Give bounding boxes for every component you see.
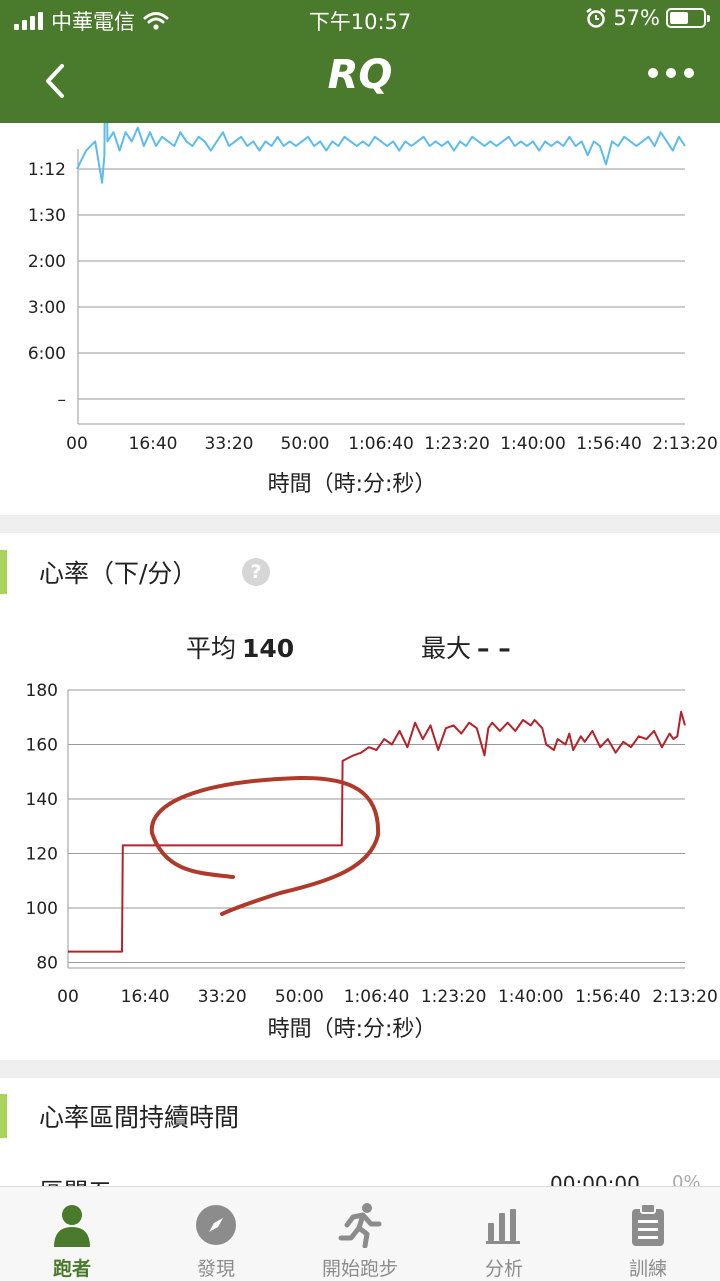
x-tick-label: 1:40:00 [498, 987, 564, 1007]
alarm-icon [586, 8, 607, 28]
bar-chart-icon [480, 1201, 528, 1248]
x-tick-label: 1:23:20 [424, 434, 490, 454]
y-tick-label: 6:00 [28, 344, 66, 364]
x-tick-label: 2:13:20 [652, 987, 718, 1007]
chevron-left-icon[interactable] [30, 56, 80, 106]
y-tick-label: 3:00 [28, 298, 66, 318]
hr-zone-card: 心率區間持續時間 區間五 00:00:00 0% [0, 1078, 720, 1198]
heart-rate-card: 心率（下/分） ? 平均 140 最大 – – 180 160 140 120 100 80 0… [0, 533, 720, 1060]
x-tick-label: 16:40 [121, 987, 170, 1007]
y-tick-label: 80 [36, 954, 58, 974]
x-tick-label: 16:40 [129, 434, 178, 454]
x-tick-label: 1:23:20 [421, 987, 487, 1007]
hr-max: 最大 – – [421, 629, 511, 665]
section-accent-bar [0, 1094, 7, 1138]
x-tick-label: 1:56:40 [575, 987, 641, 1007]
x-tick-label: 00 [66, 434, 88, 454]
page-title: RQ [327, 52, 393, 98]
running-man-icon [336, 1201, 384, 1248]
x-tick-label: 1:06:40 [348, 434, 414, 454]
clipboard-icon [624, 1201, 672, 1248]
heart-rate-header: 心率（下/分） [0, 550, 197, 594]
hr-max-label: 最大 [421, 634, 472, 663]
x-tick-label: 33:20 [205, 434, 254, 454]
hr-series-line [68, 710, 686, 953]
status-bar: 中華電信 下午10:57 57% [0, 0, 720, 38]
x-tick-label: 00 [57, 987, 79, 1007]
x-axis-title: 時間（時:分:秒） [268, 1017, 437, 1042]
hr-max-value: – – [477, 634, 511, 663]
hr-average-value: 140 [242, 634, 295, 663]
battery-percent: 57% [613, 6, 660, 30]
cellular-signal-icon [14, 12, 43, 30]
wifi-icon [143, 12, 169, 30]
tab-label: 分析 [484, 1258, 523, 1280]
tab-label: 發現 [196, 1258, 235, 1280]
pace-chart: 1:12 1:30 2:00 3:00 6:00 – 00 16:40 33:20 50:00 1:… [28, 0, 718, 497]
compass-icon [192, 1201, 240, 1248]
tab-start-run[interactable]: 開始跑步 [288, 1187, 432, 1281]
tab-label: 訓練 [628, 1258, 667, 1280]
runner-profile-icon [48, 1201, 96, 1248]
x-tick-label: 50:00 [281, 434, 330, 454]
section-accent-bar [0, 550, 7, 594]
x-tick-label: 1:40:00 [500, 434, 566, 454]
pace-chart-card: 1:12 1:30 2:00 3:00 6:00 – 00 16:40 33:20 50:00 1:… [0, 0, 720, 515]
x-axis-title: 時間（時:分:秒） [268, 472, 437, 497]
hr-average: 平均 140 [186, 629, 294, 665]
tab-bar: 跑者 發現 開始跑步 分析 訓練 [0, 1186, 720, 1281]
x-tick-label: 1:56:40 [576, 434, 642, 454]
heart-rate-chart: 180 160 140 120 100 80 00 16:40 33:20 50:00 1:06:4… [26, 681, 718, 1042]
tab-label: 跑者 [52, 1258, 91, 1280]
status-time: 下午10:57 [308, 10, 412, 34]
y-tick-label: 180 [26, 681, 58, 701]
hr-zone-header: 心率區間持續時間 [0, 1094, 239, 1138]
y-tick-label: 1:30 [28, 206, 66, 226]
hand-drawn-annotation [149, 775, 381, 916]
tab-training[interactable]: 訓練 [576, 1187, 720, 1281]
hr-zone-title: 心率區間持續時間 [39, 1103, 240, 1132]
x-tick-label: 33:20 [198, 987, 247, 1007]
y-tick-label: 160 [26, 736, 58, 756]
tab-runner[interactable]: 跑者 [0, 1187, 144, 1281]
heart-rate-title: 心率（下/分） [39, 559, 198, 588]
y-tick-label: 2:00 [28, 252, 66, 272]
x-tick-label: 1:06:40 [344, 987, 410, 1007]
tab-label: 開始跑步 [321, 1258, 398, 1280]
carrier-name: 中華電信 [51, 10, 135, 34]
tab-discover[interactable]: 發現 [144, 1187, 288, 1281]
pace-series-line [76, 0, 686, 184]
y-tick-label: – [58, 390, 67, 410]
x-tick-label: 2:13:20 [652, 434, 718, 454]
battery-icon [666, 8, 710, 28]
y-tick-label: 1:12 [28, 160, 66, 180]
more-dots-icon[interactable] [648, 68, 694, 78]
y-tick-label: 100 [26, 899, 58, 919]
nav-bar: RQ [0, 38, 720, 123]
y-tick-label: 140 [26, 790, 58, 810]
tab-analysis[interactable]: 分析 [432, 1187, 576, 1281]
x-tick-label: 50:00 [275, 987, 324, 1007]
hr-average-label: 平均 [186, 634, 237, 663]
y-tick-label: 120 [26, 845, 58, 865]
help-circle-icon[interactable]: ? [242, 558, 270, 586]
